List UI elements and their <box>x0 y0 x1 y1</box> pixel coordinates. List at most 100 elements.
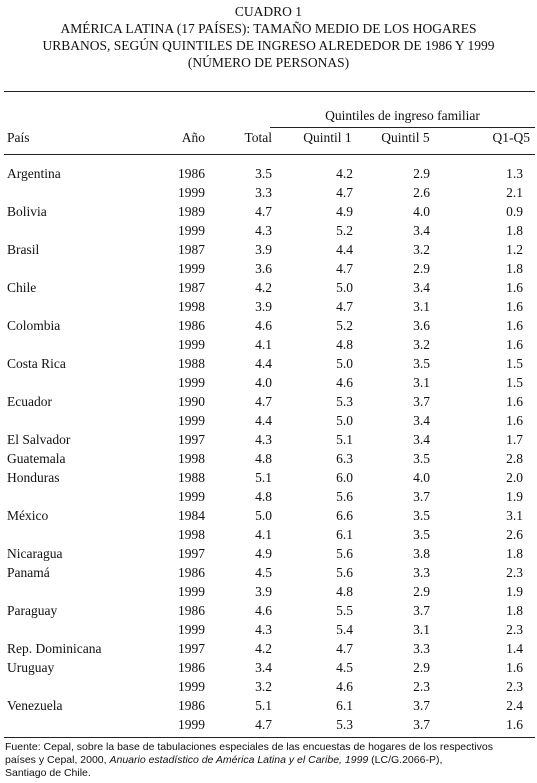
cell: 5.0 <box>336 413 353 428</box>
cell: 3.7 <box>413 603 430 618</box>
cell: 1.8 <box>506 546 523 561</box>
country: Brasil <box>7 242 40 257</box>
country: Guatemala <box>7 451 66 466</box>
cell: 4.6 <box>336 375 353 390</box>
cell: 1.6 <box>506 337 523 352</box>
footnote-line: Santiago de Chile. <box>5 766 91 780</box>
cell: 4.8 <box>255 489 272 504</box>
column-header: Año <box>181 130 205 145</box>
cell: 1989 <box>178 204 205 219</box>
cell: 1986 <box>178 565 205 580</box>
country: Panamá <box>7 565 50 580</box>
cell: 3.7 <box>413 489 430 504</box>
cell: 1999 <box>178 375 205 390</box>
cell: 2.9 <box>413 660 430 675</box>
country: Bolivia <box>7 204 47 219</box>
cell: 1998 <box>178 527 205 542</box>
cell: 1986 <box>178 166 205 181</box>
cell: 1997 <box>178 641 205 656</box>
cell: 3.2 <box>413 242 430 257</box>
cell: 4.9 <box>336 204 353 219</box>
footnote-text: Fuente: Cepal, sobre la base de tabulaci… <box>5 741 493 753</box>
cell: 2.9 <box>413 261 430 276</box>
cell: 1999 <box>178 679 205 694</box>
title-line: (NÚMERO DE PERSONAS) <box>187 55 350 70</box>
cell: 0.9 <box>506 204 523 219</box>
cell: 1.6 <box>506 318 523 333</box>
cell: 4.4 <box>255 356 272 371</box>
cell: 3.2 <box>255 679 272 694</box>
cell: 2.3 <box>506 679 523 694</box>
cell: 6.6 <box>336 508 353 523</box>
column-header: Total <box>244 130 272 145</box>
cell: 5.1 <box>255 470 272 485</box>
cell: 1999 <box>178 223 205 238</box>
cell: 5.1 <box>255 698 272 713</box>
cell: 3.5 <box>413 356 430 371</box>
cell: 4.7 <box>255 717 272 732</box>
cell: 1987 <box>178 242 205 257</box>
cell: 1.5 <box>506 356 523 371</box>
cell: 5.3 <box>336 717 353 732</box>
cell: 1.4 <box>506 641 523 656</box>
cell: 1.6 <box>506 299 523 314</box>
cell: 3.3 <box>413 565 430 580</box>
top-rule <box>4 91 535 92</box>
cell: 3.1 <box>413 622 430 637</box>
cell: 1.6 <box>506 660 523 675</box>
country: Costa Rica <box>7 356 66 371</box>
cell: 3.9 <box>255 299 272 314</box>
cell: 3.4 <box>413 413 430 428</box>
cell: 5.6 <box>336 546 353 561</box>
cell: 4.3 <box>255 432 272 447</box>
cell: 1990 <box>178 394 205 409</box>
footnote-line: Fuente: Cepal, sobre la base de tabulaci… <box>5 740 493 754</box>
footnote-text: países y Cepal, 2000, <box>5 754 110 766</box>
cell: 4.7 <box>255 204 272 219</box>
cell: 2.6 <box>413 185 430 200</box>
cell: 1.6 <box>506 394 523 409</box>
group-rule <box>270 127 535 128</box>
cell: 1986 <box>178 318 205 333</box>
cell: 4.6 <box>255 603 272 618</box>
cell: 5.0 <box>255 508 272 523</box>
cell: 4.2 <box>336 166 353 181</box>
cell: 4.3 <box>255 622 272 637</box>
group-header: Quintiles de ingreso familiar <box>325 108 480 123</box>
cell: 4.5 <box>336 660 353 675</box>
cell: 4.1 <box>255 527 272 542</box>
cell: 4.6 <box>336 679 353 694</box>
cell: 1987 <box>178 280 205 295</box>
cell: 1984 <box>178 508 205 523</box>
cell: 1998 <box>178 451 205 466</box>
cell: 1.3 <box>506 166 523 181</box>
footnote-text: (LC/G.2066-P), <box>368 754 443 766</box>
cell: 4.8 <box>336 584 353 599</box>
cell: 1997 <box>178 432 205 447</box>
cell: 3.1 <box>413 299 430 314</box>
cell: 5.5 <box>336 603 353 618</box>
cell: 4.4 <box>336 242 353 257</box>
cell: 6.0 <box>336 470 353 485</box>
country: Paraguay <box>7 603 58 618</box>
cell: 2.9 <box>413 166 430 181</box>
cell: 2.9 <box>413 584 430 599</box>
header-rule <box>4 154 535 155</box>
cell: 1999 <box>178 622 205 637</box>
footnote-text: Anuario estadístico de América Latina y … <box>109 754 369 766</box>
cell: 5.6 <box>336 489 353 504</box>
cell: 4.0 <box>413 204 430 219</box>
cell: 3.5 <box>413 527 430 542</box>
column-header: Quintil 1 <box>303 130 352 145</box>
country: Colombia <box>7 318 61 333</box>
cell: 4.9 <box>255 546 272 561</box>
cell: 4.8 <box>255 451 272 466</box>
cell: 2.3 <box>506 622 523 637</box>
cell: 1.5 <box>506 375 523 390</box>
cell: 3.4 <box>413 432 430 447</box>
cell: 3.4 <box>255 660 272 675</box>
cell: 3.2 <box>413 337 430 352</box>
cell: 6.3 <box>336 451 353 466</box>
cell: 2.3 <box>506 565 523 580</box>
